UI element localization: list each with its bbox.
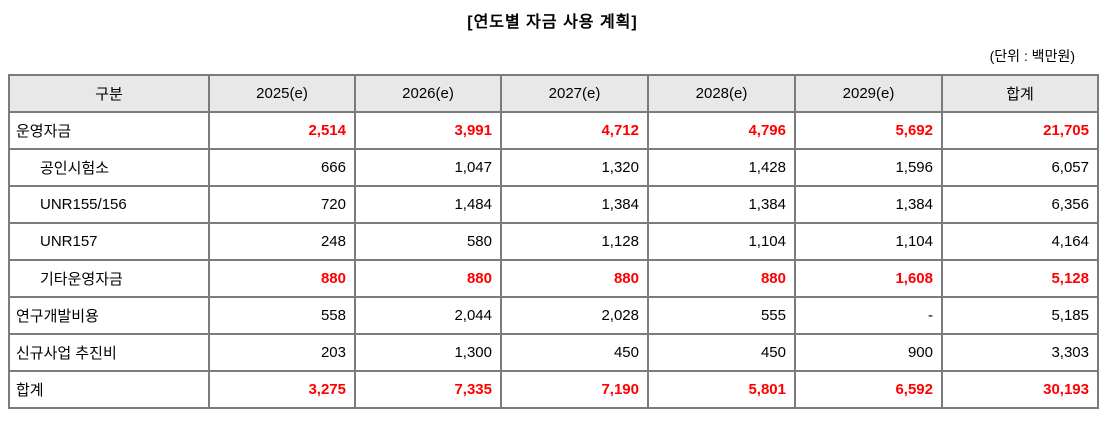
value-cell: 5,801: [647, 370, 796, 409]
row-label: UNR155/156: [8, 185, 210, 224]
value-cell: 1,104: [794, 222, 943, 261]
value-cell: 450: [647, 333, 796, 372]
table-body: 운영자금 2,514 3,991 4,712 4,796 5,692 21,70…: [8, 111, 1099, 409]
row-label: 공인시험소: [8, 148, 210, 187]
value-cell: 558: [208, 296, 356, 335]
value-cell: 3,275: [208, 370, 356, 409]
value-cell: 2,044: [354, 296, 502, 335]
value-cell: 1,047: [354, 148, 502, 187]
value-cell: 666: [208, 148, 356, 187]
value-cell: 6,592: [794, 370, 943, 409]
value-cell: 450: [500, 333, 649, 372]
row-label: UNR157: [8, 222, 210, 261]
row-label: 신규사업 추진비: [8, 333, 210, 372]
value-cell: 5,128: [941, 259, 1099, 298]
value-cell: 4,712: [500, 111, 649, 150]
table-row: 신규사업 추진비 203 1,300 450 450 900 3,303: [8, 333, 1099, 372]
value-cell: 880: [500, 259, 649, 298]
column-header-2026: 2026(e): [354, 74, 502, 113]
column-header-2027: 2027(e): [500, 74, 649, 113]
row-label: 기타운영자금: [8, 259, 210, 298]
value-cell: 880: [354, 259, 502, 298]
table-row: 운영자금 2,514 3,991 4,712 4,796 5,692 21,70…: [8, 111, 1099, 150]
table-header: 구분 2025(e) 2026(e) 2027(e) 2028(e) 2029(…: [8, 74, 1099, 113]
value-cell: 880: [647, 259, 796, 298]
value-cell: 880: [208, 259, 356, 298]
row-label: 합계: [8, 370, 210, 409]
value-cell: 1,104: [647, 222, 796, 261]
table-row: UNR155/156 720 1,484 1,384 1,384 1,384 6…: [8, 185, 1099, 224]
value-cell: 900: [794, 333, 943, 372]
value-cell: 1,608: [794, 259, 943, 298]
page-title: [연도별 자금 사용 계획]: [467, 14, 638, 31]
value-cell: 6,356: [941, 185, 1099, 224]
value-cell: 3,303: [941, 333, 1099, 372]
value-cell: 555: [647, 296, 796, 335]
unit-note: (단위 : 백만원): [989, 48, 1075, 64]
column-header-total: 합계: [941, 74, 1099, 113]
table-row: 기타운영자금 880 880 880 880 1,608 5,128: [8, 259, 1099, 298]
value-cell: 30,193: [941, 370, 1099, 409]
column-header-2028: 2028(e): [647, 74, 796, 113]
value-cell: 720: [208, 185, 356, 224]
value-cell: 1,320: [500, 148, 649, 187]
header-row: 구분 2025(e) 2026(e) 2027(e) 2028(e) 2029(…: [8, 74, 1099, 113]
value-cell: 1,428: [647, 148, 796, 187]
value-cell: 3,991: [354, 111, 502, 150]
value-cell: -: [794, 296, 943, 335]
annual-fund-usage-table: 구분 2025(e) 2026(e) 2027(e) 2028(e) 2029(…: [8, 74, 1099, 409]
value-cell: 1,384: [500, 185, 649, 224]
value-cell: 203: [208, 333, 356, 372]
value-cell: 2,028: [500, 296, 649, 335]
value-cell: 1,596: [794, 148, 943, 187]
row-label: 운영자금: [8, 111, 210, 150]
column-header-2029: 2029(e): [794, 74, 943, 113]
table-row: 공인시험소 666 1,047 1,320 1,428 1,596 6,057: [8, 148, 1099, 187]
table-row-total: 합계 3,275 7,335 7,190 5,801 6,592 30,193: [8, 370, 1099, 409]
value-cell: 1,300: [354, 333, 502, 372]
value-cell: 1,484: [354, 185, 502, 224]
value-cell: 7,190: [500, 370, 649, 409]
value-cell: 1,128: [500, 222, 649, 261]
value-cell: 5,692: [794, 111, 943, 150]
value-cell: 6,057: [941, 148, 1099, 187]
value-cell: 21,705: [941, 111, 1099, 150]
value-cell: 2,514: [208, 111, 356, 150]
column-header-category: 구분: [8, 74, 210, 113]
value-cell: 1,384: [794, 185, 943, 224]
value-cell: 580: [354, 222, 502, 261]
value-cell: 1,384: [647, 185, 796, 224]
value-cell: 4,164: [941, 222, 1099, 261]
value-cell: 7,335: [354, 370, 502, 409]
table-row: UNR157 248 580 1,128 1,104 1,104 4,164: [8, 222, 1099, 261]
value-cell: 4,796: [647, 111, 796, 150]
column-header-2025: 2025(e): [208, 74, 356, 113]
row-label: 연구개발비용: [8, 296, 210, 335]
value-cell: 5,185: [941, 296, 1099, 335]
table-row: 연구개발비용 558 2,044 2,028 555 - 5,185: [8, 296, 1099, 335]
value-cell: 248: [208, 222, 356, 261]
